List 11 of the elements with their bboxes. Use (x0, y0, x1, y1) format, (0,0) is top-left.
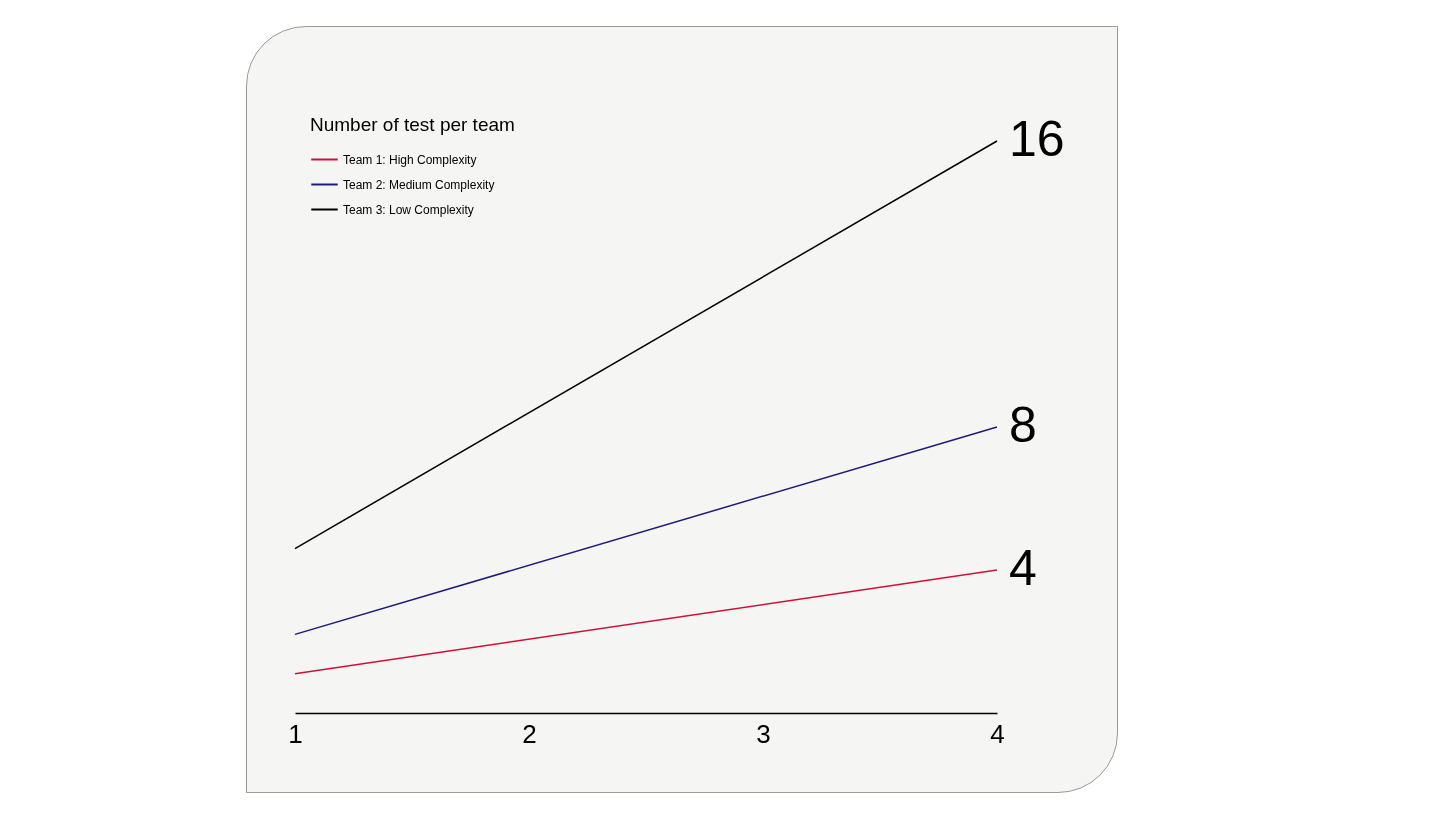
data-label: 8 (1009, 397, 1037, 453)
legend-label: Team 3: Low Complexity (343, 202, 474, 217)
x-tick-label: 1 (288, 718, 303, 749)
legend-label: Team 1: High Complexity (343, 152, 477, 167)
data-label: 16 (1009, 111, 1065, 167)
legend-label: Team 2: Medium Complexity (343, 177, 495, 192)
x-tick-label: 3 (756, 718, 771, 749)
x-tick-label: 4 (990, 718, 1005, 749)
data-label: 4 (1009, 540, 1037, 596)
x-tick-label: 2 (522, 718, 537, 749)
legend-title: Number of test per team (310, 114, 515, 135)
